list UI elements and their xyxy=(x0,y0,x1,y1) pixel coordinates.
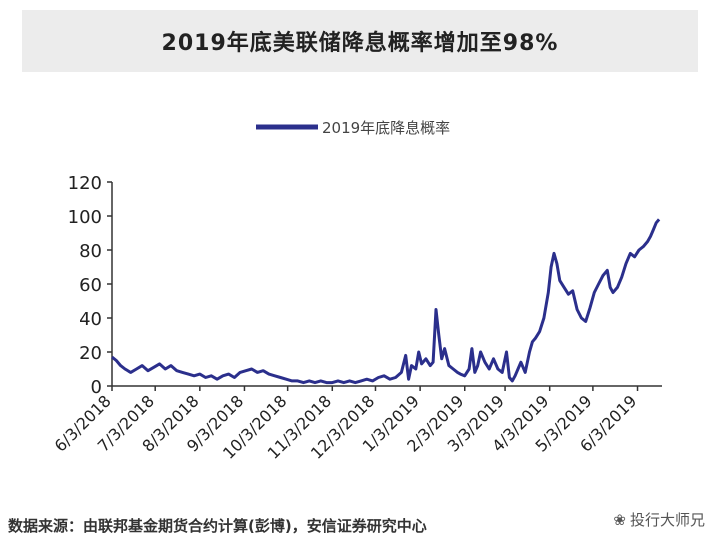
chart-title-bar: 2019年底美联储降息概率增加至98% xyxy=(22,10,698,72)
chart-legend: 2019年底降息概率 xyxy=(256,119,450,137)
y-tick-label: 60 xyxy=(79,275,102,296)
y-axis: 0 20 40 60 80 100 120 xyxy=(68,173,113,398)
series-layer xyxy=(111,218,661,385)
y-tick-label: 120 xyxy=(68,173,102,194)
y-tick-label: 0 xyxy=(91,377,102,398)
y-tick-label: 80 xyxy=(79,241,102,262)
series-line xyxy=(111,218,661,385)
watermark-text: 投行大师兄 xyxy=(629,511,705,529)
legend-label: 2019年底降息概率 xyxy=(322,119,450,137)
chart-title: 2019年底美联储降息概率增加至98% xyxy=(161,31,559,56)
y-tick-label: 40 xyxy=(79,309,102,330)
y-tick-label: 100 xyxy=(68,207,102,228)
source-note: 数据来源：由联邦基金期货合约计算(彭博)，安信证券研究中心 xyxy=(8,517,427,535)
x-axis: 6/3/20187/3/20188/3/20189/3/201810/3/201… xyxy=(51,385,662,463)
watermark: ❀ 投行大师兄 xyxy=(613,509,705,530)
wechat-icon: ❀ xyxy=(613,511,626,529)
y-tick-label: 20 xyxy=(79,343,102,364)
